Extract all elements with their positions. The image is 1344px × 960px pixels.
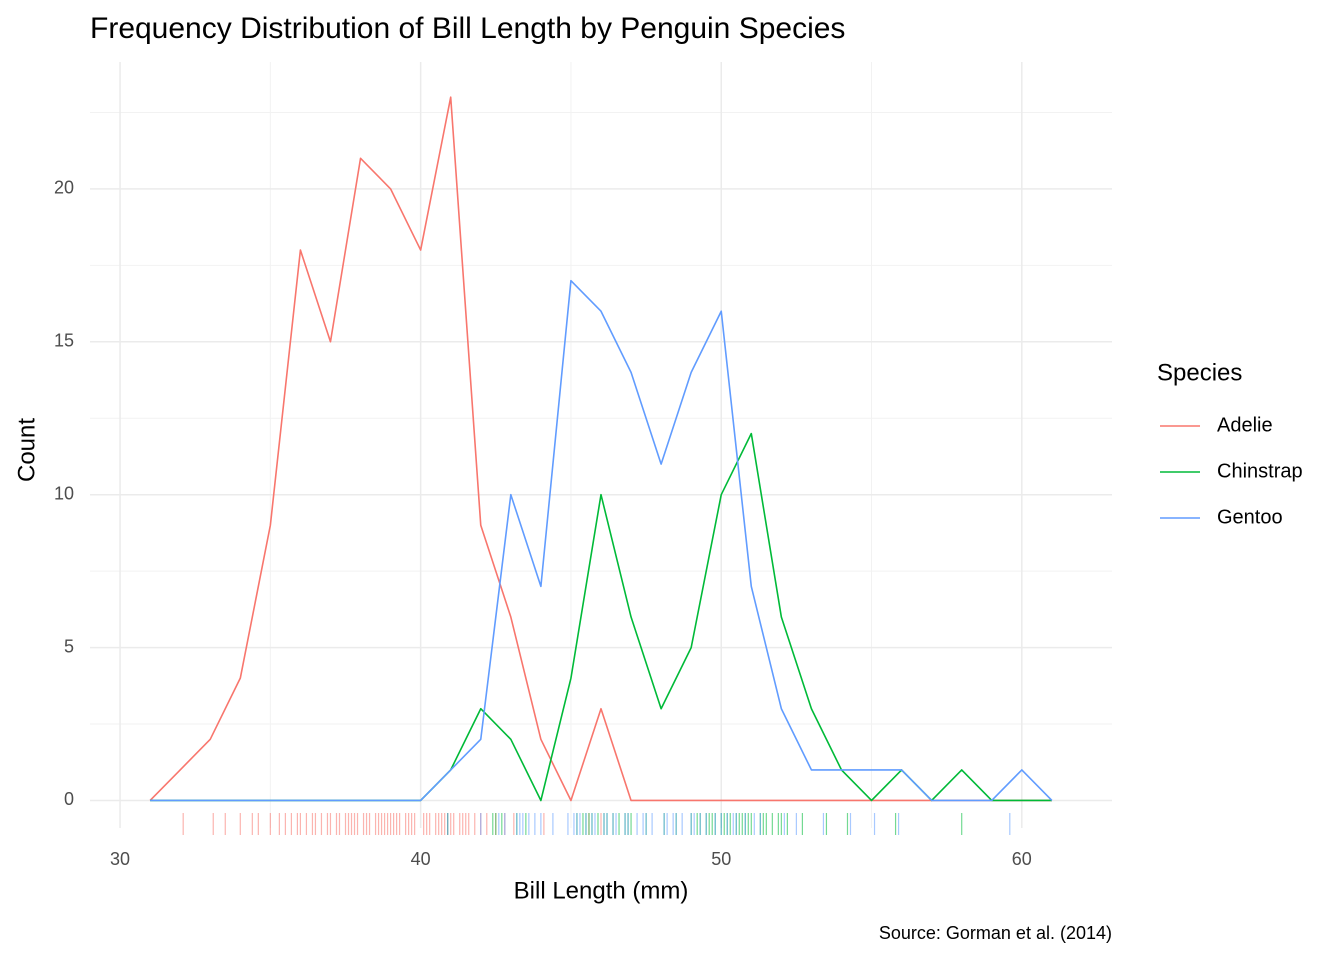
series-line [149,96,1052,802]
series-line [150,432,1052,802]
y-tick-label: 0 [64,789,74,809]
legend-title: Species [1157,359,1242,386]
legend-label: Chinstrap [1217,460,1303,482]
y-tick-label: 10 [54,483,74,503]
legend-label: Gentoo [1217,506,1283,528]
y-axis-label: Count [13,418,40,482]
legend-label: Adelie [1217,414,1273,436]
x-tick-label: 60 [1012,849,1032,869]
y-tick-label: 15 [54,331,74,351]
x-axis-label: Bill Length (mm) [514,877,689,904]
x-tick-label: 30 [110,849,130,869]
chart-title: Frequency Distribution of Bill Length by… [90,12,845,45]
y-tick-label: 20 [54,178,74,198]
series-line [150,279,1053,802]
x-tick-label: 40 [411,849,431,869]
caption: Source: Gorman et al. (2014) [879,923,1112,943]
x-tick-label: 50 [711,849,731,869]
y-tick-label: 5 [64,636,74,656]
